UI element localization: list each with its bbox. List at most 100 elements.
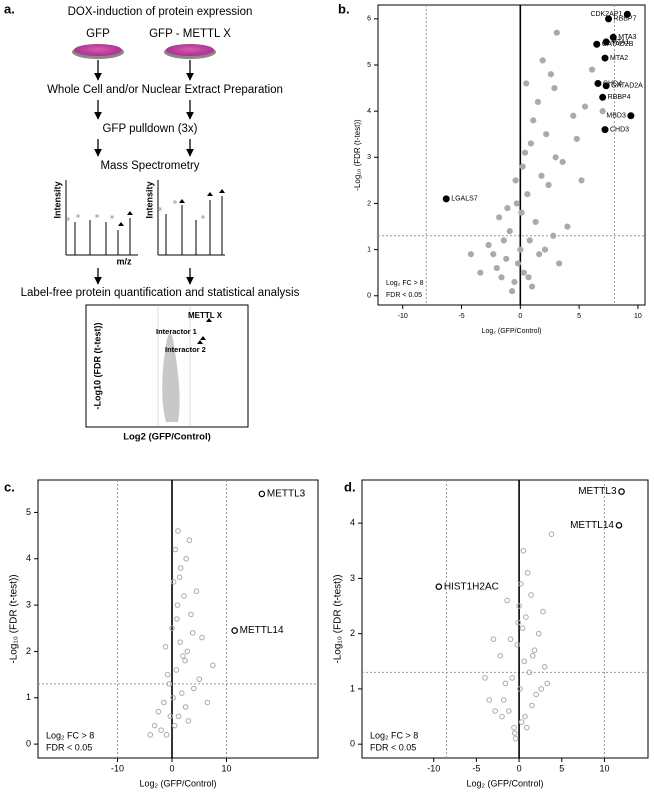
y-tick-label: 2 [350,628,355,638]
data-point [504,204,511,212]
step: GFP pulldown (3x) [102,123,197,135]
data-point [573,135,580,142]
highlight-point [442,195,450,203]
data-point [190,685,197,692]
data-point [512,177,519,184]
mini-label: Interactor 2 [165,345,206,354]
workflow-panel: a. DOX-induction of protein expression G… [4,1,300,442]
mini-cloud [162,333,180,422]
data-point [511,278,518,286]
data-point [523,724,530,731]
data-point [506,708,512,714]
point-label: METTL14 [570,520,614,531]
step: Label-free protein quantification and st… [21,287,300,299]
annotation: Log₂ FC > 8 [46,730,94,740]
data-point [490,636,497,642]
data-point [515,619,522,626]
data-point [502,680,509,687]
annotation: Log₂ FC > 8 [370,730,418,740]
data-point [503,255,510,262]
dish-label: GFP [86,28,110,40]
spectrum-peaks [66,200,205,221]
point-label: MTA2 [610,55,628,62]
data-point [533,691,539,698]
data-point [507,636,514,642]
y-axis-label: -Log₁₀ (FDR (t-test)) [333,574,344,663]
data-point [161,699,167,706]
data-point [518,719,525,725]
data-point [175,713,182,720]
point-label: GATAD2B [602,41,634,48]
spectrum-x-label: m/z [116,256,132,266]
y-tick-label: 3 [26,599,31,609]
y-tick-label: 5 [367,62,371,69]
x-tick-label: -10 [111,763,124,773]
data-point [177,639,183,645]
data-point [180,653,186,659]
annotation: Log₂ FC > 8 [386,280,424,287]
data-point [543,131,550,138]
highlight-point [435,583,443,590]
data-point [151,722,158,729]
data-point [204,699,211,706]
data-point [509,675,516,681]
data-point [519,163,526,170]
point-label: HIST1H2AC [444,581,499,592]
mini-x-label: Log2 (GFP/Control) [123,432,211,443]
data-point [500,697,507,703]
mini-markers [197,318,212,344]
data-point [514,260,522,267]
point-label: RBBP7 [614,16,637,23]
data-point [552,154,559,161]
data-point [182,704,189,710]
y-tick-label: 3 [367,154,371,161]
data-point [545,181,552,189]
highlight-point [231,627,238,634]
data-point [529,652,536,659]
data-point [550,232,557,239]
data-point [174,616,180,622]
data-point [512,735,519,742]
data-point [167,713,174,720]
y-tick-label: 6 [367,16,371,23]
data-point [490,251,497,258]
x-tick-label: 0 [169,763,174,773]
point-label: CHD4 [603,80,622,87]
data-point [210,662,216,669]
data-point [482,675,488,681]
data-point [524,570,531,576]
point-label: CHD3 [610,126,629,133]
data-point [526,669,533,676]
point-label: METTL14 [240,625,284,636]
highlight-point [623,10,631,18]
data-point [171,722,178,729]
x-tick-label: -5 [458,313,464,320]
data-point [541,246,549,253]
highlight-point [258,490,266,498]
y-tick-label: 4 [367,108,371,115]
point-label: MTA1 [611,39,629,46]
data-point [599,108,606,115]
mini-y-label: -Log10 (FDR (t-test)) [92,323,102,410]
data-point [564,223,571,230]
data-point [155,708,162,715]
data-point [183,555,189,562]
data-point [544,680,551,687]
data-point [497,652,504,659]
spectrum-y-label: Intensity [52,181,62,218]
x-tick-label: -5 [472,763,480,773]
data-point [553,29,560,36]
data-point [485,241,492,249]
x-tick-label: 10 [221,763,231,773]
data-point [184,648,191,655]
data-point [570,112,577,119]
highlight-point [615,522,623,529]
data-point [182,657,188,664]
y-tick-label: 0 [367,293,371,300]
spectrum-markers [118,189,225,226]
y-tick-label: 0 [350,739,355,749]
data-point [158,727,164,734]
y-tick-label: 1 [367,246,371,253]
data-point [541,664,548,670]
